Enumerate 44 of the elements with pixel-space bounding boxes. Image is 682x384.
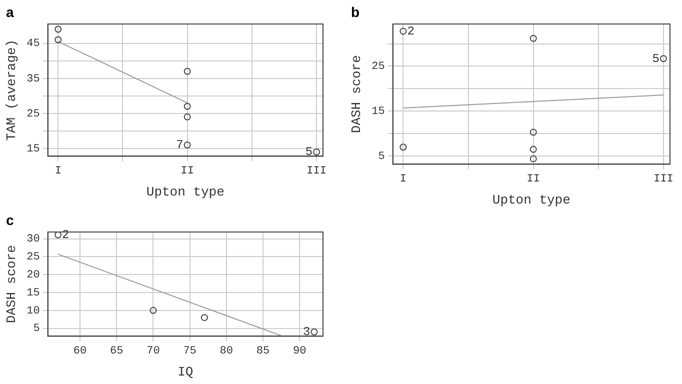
x-tick-label: I [400,174,407,186]
x-tick-label: 75 [183,346,196,358]
point [54,232,62,238]
x-axis-title: Upton type [492,192,570,208]
y-tick-label: 20 [26,270,40,282]
chart-title: b [351,4,360,20]
y-tick-label: 5 [378,151,385,164]
x-tick-label: 85 [256,346,270,358]
x-axis-title: IQ [178,364,194,380]
y-tick-label: 5 [33,323,40,336]
point [150,306,157,314]
x-tick-label: III [306,166,326,178]
x-tick-label: III [654,174,674,186]
y-tick-label: 30 [26,234,40,246]
x-tick-label: 65 [110,346,124,358]
x-tick-label: 90 [292,346,306,358]
x-tick-label: II [180,166,194,178]
y-tick-label: 15 [372,106,385,118]
y-tick-label: 25 [26,108,40,120]
x-tick-label: II [526,174,540,186]
y-tick-label: 10 [26,305,40,318]
y-tick-label: 15 [26,143,40,156]
annotation: 5 [305,145,313,160]
point [200,314,208,322]
x-tick-label: 60 [73,346,87,358]
x-axis-title: Upton type [146,184,224,200]
y-axis-title: TAM (average) [4,39,20,141]
point [310,328,318,336]
chart-title: a [6,4,14,20]
annotation: 3 [303,325,310,340]
y-tick-label: 25 [26,252,40,264]
y-axis-title: DASH score [4,245,20,324]
x-tick-label: 80 [220,346,233,358]
y-tick-label: 45 [26,38,40,50]
y-axis-title: DASH score [349,55,364,134]
annotation: 7 [176,138,184,152]
x-tick-label: I [54,166,62,178]
annotation: 2 [407,24,414,38]
x-tick-label: 70 [146,346,160,358]
y-tick-label: 25 [372,61,385,74]
y-tick-label: 15 [26,287,40,300]
chart-title: c [6,212,14,228]
annotation: 5 [652,52,660,66]
y-tick-label: 35 [26,73,40,86]
